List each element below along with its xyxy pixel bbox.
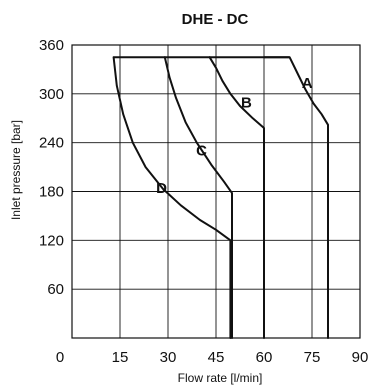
chart-grid xyxy=(71,44,361,339)
y-axis-label: Inlet pressure [bar] xyxy=(9,120,23,220)
series-b-label: B xyxy=(241,95,252,112)
x-tick-label: 30 xyxy=(160,349,177,366)
curve-labels: A B C D xyxy=(156,75,313,197)
series-c-label: C xyxy=(196,143,207,160)
series-b-line xyxy=(208,56,265,339)
chart-series xyxy=(112,56,329,339)
y-tick-label: 180 xyxy=(39,184,64,201)
y-tick-label: 240 xyxy=(39,135,64,152)
y-tick-label: 120 xyxy=(39,232,64,249)
x-tick-label: 60 xyxy=(256,349,273,366)
tick-labels: 0 15 30 45 60 75 90 60 120 180 240 300 360 xyxy=(39,37,368,366)
y-tick-label: 300 xyxy=(39,86,64,103)
chart-title: DHE - DC xyxy=(182,11,249,28)
x-tick-label: 90 xyxy=(352,349,369,366)
x-tick-label: 45 xyxy=(208,349,225,366)
y-tick-label: 360 xyxy=(39,37,64,54)
x-tick-label: 75 xyxy=(304,349,321,366)
x-tick-label: 15 xyxy=(112,349,129,366)
series-a-line xyxy=(263,56,329,339)
y-tick-label: 60 xyxy=(47,281,64,298)
x-tick-label: 0 xyxy=(56,349,64,366)
series-c-line xyxy=(163,56,233,339)
x-axis-label: Flow rate [l/min] xyxy=(178,371,263,385)
series-a-label: A xyxy=(302,75,313,92)
series-d-line xyxy=(112,56,232,339)
series-d-label: D xyxy=(156,180,167,197)
